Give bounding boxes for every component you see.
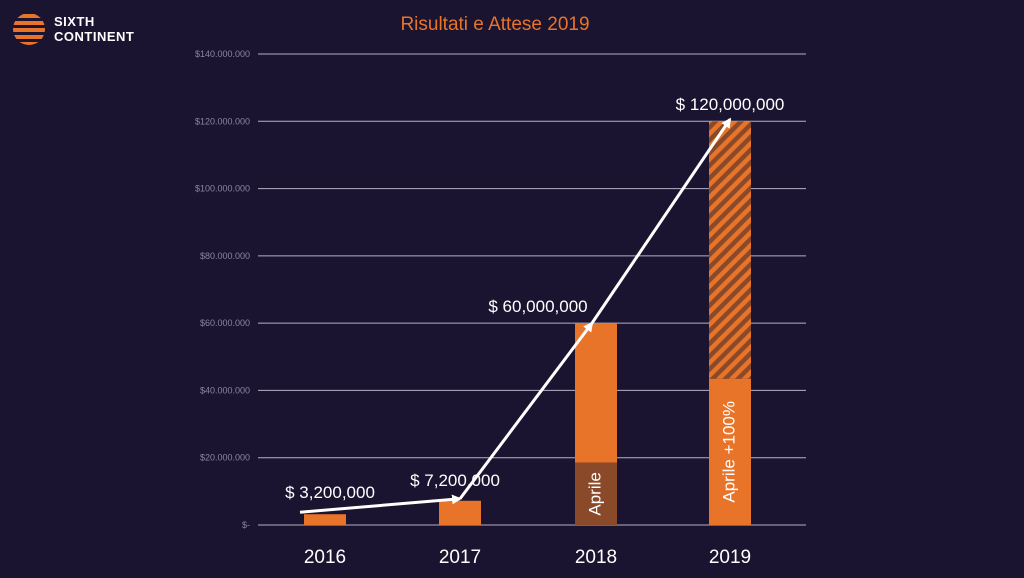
x-tick-label: 2017 [439,547,481,568]
y-tick-label: $40.000.000 [200,385,250,395]
y-tick-label: $20.000.000 [200,453,250,463]
logo-line-1: SIXTH [54,14,95,29]
logo: SIXTH CONTINENT [12,12,134,46]
bar-segment [575,462,617,525]
bar-segment-label: Aprile +100% [719,401,738,503]
logo-line-2: CONTINENT [54,29,135,44]
striped-circle-icon [13,14,45,45]
y-tick-label: $140.000.000 [195,49,250,59]
x-tick-label: 2018 [575,547,617,568]
bar-segment [709,121,751,379]
y-tick-label: $120.000.000 [195,116,250,126]
data-label: $ 3,200,000 [285,483,375,502]
trend-arrow [458,321,594,500]
logo-wordmark: SIXTH CONTINENT [54,14,134,44]
bar [439,500,481,525]
y-tick-label: $60.000.000 [200,318,250,328]
chart-title: Risultati e Attese 2019 [400,14,590,35]
trend-arrow [590,117,732,324]
bar [304,514,346,525]
y-tick-label: $100.000.000 [195,184,250,194]
x-tick-label: 2016 [304,547,346,568]
trend-arrow [299,494,462,514]
data-label: $ 60,000,000 [488,297,587,316]
data-label: $ 120,000,000 [676,95,785,114]
bar-segment [709,378,751,525]
data-label: $ 7,200,000 [410,471,500,490]
y-tick-label: $- [242,520,250,530]
y-tick-label: $80.000.000 [200,251,250,261]
x-tick-label: 2019 [709,547,751,568]
bar-segment-label: Aprile [585,472,604,515]
bar [575,323,617,463]
